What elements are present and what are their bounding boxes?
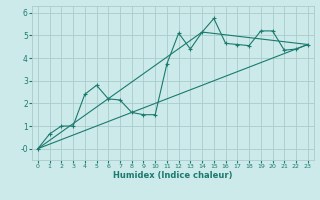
X-axis label: Humidex (Indice chaleur): Humidex (Indice chaleur) <box>113 171 233 180</box>
